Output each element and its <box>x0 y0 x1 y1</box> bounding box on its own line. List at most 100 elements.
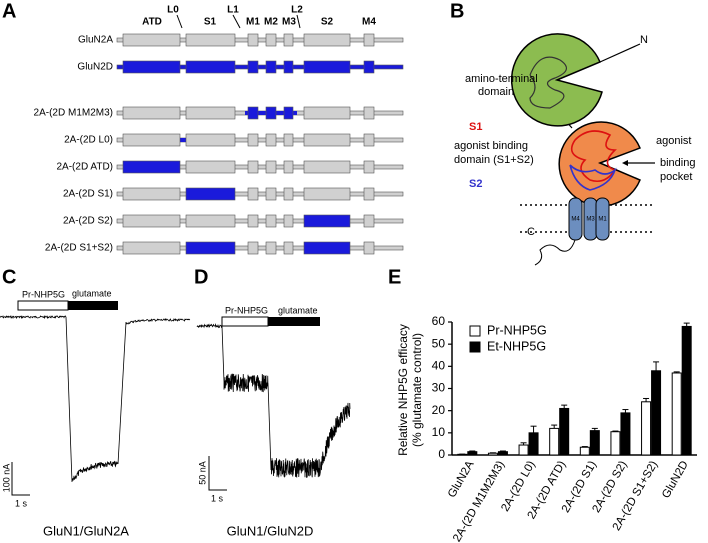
label: 1 s <box>211 493 224 503</box>
domain-box <box>122 187 181 201</box>
application-bar <box>17 300 69 311</box>
bar <box>497 451 508 456</box>
domain-box <box>247 187 259 201</box>
domain-box <box>247 214 259 228</box>
domain-box <box>303 133 351 147</box>
label: Pr-NHP5G <box>22 289 65 299</box>
domain-box <box>122 214 181 228</box>
x-tick-label: GluN2D <box>660 459 691 500</box>
domain-label: M1 <box>246 17 260 28</box>
domain-box <box>265 214 277 228</box>
domain-box <box>363 133 375 147</box>
domain-label: M3 <box>282 17 296 28</box>
domain-label: L1 <box>227 5 239 16</box>
label: agonist binding <box>454 140 528 152</box>
domain-box <box>185 133 236 147</box>
panel-letter: B <box>450 0 464 22</box>
backbone <box>116 137 404 143</box>
domain-box <box>185 241 236 255</box>
bar <box>487 452 498 456</box>
domain-label: S2 <box>321 17 334 28</box>
y-tick-label: 40 <box>432 359 446 373</box>
receptor-cartoon <box>510 33 655 266</box>
domain-box <box>247 160 259 174</box>
domain-label: M2 <box>264 17 278 28</box>
domain-box <box>283 60 294 74</box>
construct-label: 2A-(2D L0) <box>64 135 113 146</box>
panel-letter: E <box>388 266 401 288</box>
bar <box>579 446 590 456</box>
domain-box <box>185 214 236 228</box>
label: agonist <box>656 135 691 147</box>
domain-box <box>247 133 259 147</box>
pointer <box>232 14 241 29</box>
domain-box <box>185 187 236 201</box>
construct-label: GluN2A <box>78 35 113 46</box>
label: C <box>527 226 535 238</box>
domain-box <box>363 60 375 74</box>
label: S2 <box>469 178 482 190</box>
application-bar <box>221 316 269 327</box>
domain-box <box>122 160 181 174</box>
domain-box <box>363 214 375 228</box>
construct-label: 2A-(2D S1+S2) <box>45 243 113 254</box>
bar <box>518 444 529 456</box>
legend-label: Et-NHP5G <box>487 339 546 353</box>
domain-box <box>303 214 351 228</box>
domain-box <box>247 60 259 74</box>
backbone <box>116 164 404 170</box>
domain-box <box>303 106 351 120</box>
domain-box <box>185 160 236 174</box>
domain-box <box>265 187 277 201</box>
domain-box <box>185 106 236 120</box>
y-tick-label: 0 <box>438 447 445 461</box>
construct-label: 2A-(2D ATD) <box>57 162 114 173</box>
bar <box>671 372 682 456</box>
label: amino-terminal <box>465 73 538 85</box>
backbone <box>116 37 404 43</box>
label: pocket <box>660 171 692 183</box>
panel-letter: C <box>2 266 16 288</box>
label: 100 nA <box>1 464 11 493</box>
c-tail <box>534 239 576 266</box>
domain-box <box>283 133 294 147</box>
domain-box <box>363 187 375 201</box>
panel-letter: A <box>2 0 16 22</box>
backbone <box>116 64 404 70</box>
label: domain <box>478 86 514 98</box>
backbone <box>116 218 404 224</box>
bar <box>528 432 539 456</box>
pointer <box>296 14 301 29</box>
domain-box <box>265 133 277 147</box>
label: glutamate <box>278 305 318 315</box>
y-tick-label: 30 <box>432 381 446 395</box>
domain-box <box>185 33 236 47</box>
label: S1 <box>469 121 482 133</box>
label: domain (S1+S2) <box>454 154 534 166</box>
domain-box <box>122 60 181 74</box>
domain-label: S1 <box>204 17 217 28</box>
domain-box <box>265 241 277 255</box>
domain-box <box>247 33 259 47</box>
label: Pr-NHP5G <box>225 305 268 315</box>
application-bar <box>68 301 118 310</box>
scale-bar <box>208 456 227 491</box>
construct-label: 2A-(2D S2) <box>63 216 113 227</box>
domain-box <box>122 33 181 47</box>
panel-letter: D <box>194 266 208 288</box>
current-trace <box>196 322 351 478</box>
s2-fold <box>569 164 617 191</box>
bar <box>457 453 468 456</box>
legend-swatch <box>469 341 481 353</box>
caption: GluN1/GluN2D <box>227 523 314 538</box>
construct-label: 2A-(2D S1) <box>63 189 113 200</box>
legend-swatch <box>469 325 481 337</box>
domain-label: L0 <box>167 5 179 16</box>
domain-box <box>122 133 181 147</box>
helix <box>568 197 583 241</box>
domain-box <box>363 241 375 255</box>
domain-label: L2 <box>291 5 303 16</box>
label: N <box>640 34 648 46</box>
